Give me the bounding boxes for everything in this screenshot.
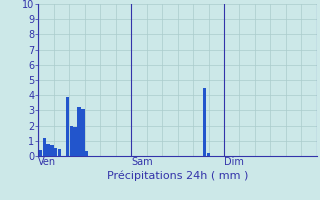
Bar	[207, 153, 210, 156]
Bar	[85, 151, 88, 156]
X-axis label: Précipitations 24h ( mm ): Précipitations 24h ( mm )	[107, 170, 248, 181]
Bar	[39, 150, 42, 156]
Bar	[77, 107, 81, 156]
Bar	[74, 127, 77, 156]
Bar	[43, 138, 46, 156]
Bar	[203, 88, 206, 156]
Bar	[70, 126, 73, 156]
Bar	[81, 109, 84, 156]
Bar	[54, 148, 58, 156]
Bar	[50, 145, 53, 156]
Bar	[46, 144, 50, 156]
Bar	[58, 149, 61, 156]
Bar	[66, 97, 69, 156]
